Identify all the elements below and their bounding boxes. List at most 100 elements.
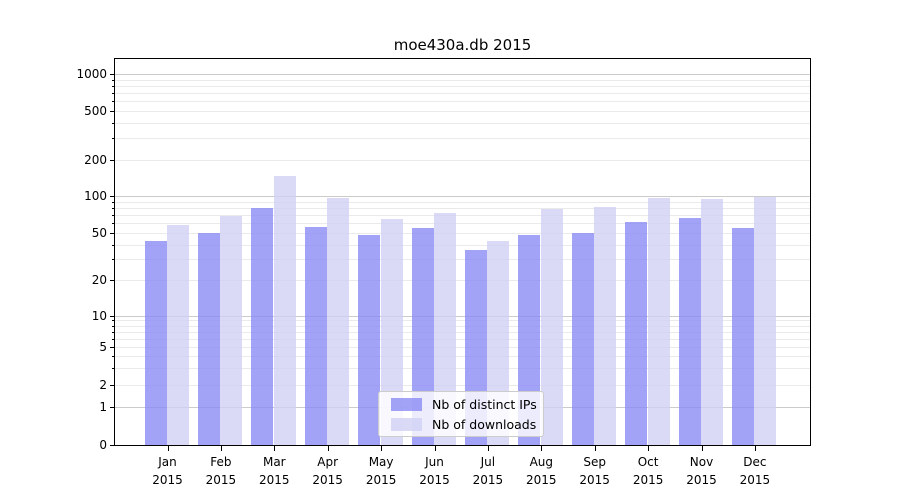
minor-gridline [115,111,810,113]
x-tick [487,446,489,451]
legend-row-downloads: Nb of downloads [379,416,543,433]
y-minor-tick [112,122,115,124]
bar-downloads-feb [220,215,243,445]
y-minor-tick [112,215,115,217]
legend: Nb of distinct IPs Nb of downloads [378,391,544,437]
y-minor-tick [112,385,115,386]
x-label-year: 2015 [739,473,771,487]
x-label-year: 2015 [205,473,237,487]
minor-gridline [115,122,810,124]
x-label-month: Sep [583,455,606,469]
y-tick [110,315,115,317]
chart-title: moe430a.db 2015 [393,36,532,54]
minor-gridline [115,346,810,348]
x-tick [754,446,756,451]
bar-downloads-dec [754,196,777,445]
bar-downloads-sep [594,206,617,445]
y-minor-tick [112,201,115,203]
y-minor-tick [112,233,115,234]
x-tick-label-apr: Apr 2015 [301,453,355,489]
y-minor-tick [112,368,115,370]
x-tick-label-sep: Sep 2015 [568,453,622,489]
y-tick-label: 1000 [76,67,107,81]
x-label-month: Jan [158,455,177,469]
x-label-year: 2015 [686,473,717,487]
minor-gridline [115,85,810,87]
minor-gridline [115,280,810,282]
y-tick [110,196,115,198]
bar-downloads-jun [434,212,456,445]
legend-label-distinct-ips: Nb of distinct IPs [432,396,537,412]
minor-gridline [115,320,810,322]
x-tick [327,446,329,451]
x-tick-label-aug: Aug 2015 [514,453,568,489]
legend-swatch-downloads [391,417,422,431]
y-minor-tick [112,244,115,246]
y-tick [110,74,115,75]
x-label-month: Feb [210,455,232,469]
bar-distinct-ips-oct [625,222,648,445]
y-minor-tick [112,280,115,282]
minor-gridline [115,331,810,333]
minor-gridline [115,233,810,234]
minor-gridline [115,215,810,217]
bar-downloads-nov [701,199,723,445]
minor-gridline [115,338,810,340]
minor-gridline [115,79,810,81]
y-tick-label: 10 [91,308,107,323]
x-label-month: May [368,455,394,469]
bar-distinct-ips-feb [197,233,220,445]
y-tick-label: 1 [99,400,107,415]
x-tick [220,446,222,451]
minor-gridline [115,201,810,203]
y-minor-tick [112,160,115,162]
x-tick-label-oct: Oct 2015 [621,453,675,489]
x-tick-label-nov: Nov 2015 [675,453,729,489]
bar-distinct-ips-mar [251,207,274,445]
bar-distinct-ips-may [358,235,381,445]
x-label-year: 2015 [526,473,557,487]
x-tick [648,446,650,451]
minor-gridline [115,325,810,327]
x-label-year: 2015 [312,473,343,487]
x-label-year: 2015 [472,473,504,487]
x-tick-label-feb: Feb 2015 [194,453,248,489]
minor-gridline [115,207,810,209]
y-minor-tick [112,101,115,103]
y-minor-tick [112,85,115,87]
x-tick [381,446,383,451]
bar-downloads-aug [540,209,563,445]
bar-distinct-ips-dec [731,227,754,445]
x-tick [701,446,703,451]
x-tick-label-jul: Jul 2015 [461,453,515,489]
legend-row-distinct-ips: Nb of distinct IPs [379,396,543,413]
bar-downloads-jan [167,225,189,445]
x-label-month: Mar [262,455,286,469]
x-tick [541,446,543,451]
y-tick [110,407,115,409]
major-gridline [115,196,810,198]
y-tick [110,445,115,446]
x-label-month: Jul [480,455,496,469]
y-minor-tick [112,259,115,261]
y-tick-label: 0 [99,438,107,452]
bar-distinct-ips-jan [144,240,167,445]
y-tick-label: 5 [99,339,107,354]
x-label-year: 2015 [152,473,183,487]
x-label-year: 2015 [419,473,450,487]
legend-swatch-distinct-ips [391,397,422,411]
minor-gridline [115,356,810,358]
y-minor-tick [112,207,115,209]
x-label-month: Dec [743,455,767,469]
bar-distinct-ips-sep [571,233,594,445]
minor-gridline [115,138,810,140]
bar-downloads-apr [327,198,350,445]
x-label-year: 2015 [259,473,290,487]
y-minor-tick [112,93,115,95]
major-gridline [115,74,810,75]
x-tick-label-mar: Mar 2015 [247,453,301,489]
bar-downloads-may [380,219,403,445]
minor-gridline [115,368,810,370]
x-label-month: Jun [425,455,444,469]
